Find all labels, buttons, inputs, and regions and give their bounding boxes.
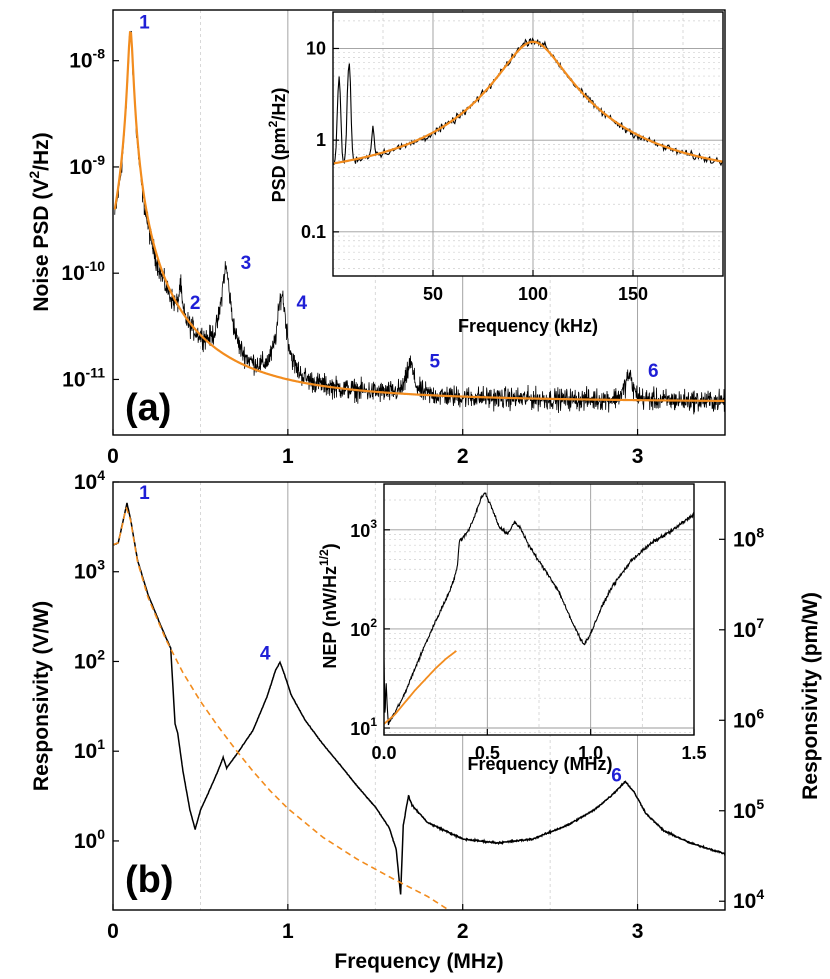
y-tick-label: 102 <box>350 616 377 640</box>
inset-a-gridlines <box>333 12 723 276</box>
inset-a-series-fit <box>333 40 723 165</box>
inset-b-ticks: 0.0 0.5 1.0 1.5 101 102 103 <box>350 517 706 763</box>
y-tick-label: 100 <box>74 826 105 853</box>
panel-b-peak-labels: 1 4 6 <box>139 483 622 787</box>
panel-a-series <box>113 30 725 415</box>
panel-a-frame <box>112 9 726 436</box>
y-tick-label: 10-11 <box>62 364 105 391</box>
y-right-tick-label: 108 <box>733 524 764 551</box>
panel-b-series <box>113 502 725 910</box>
inset-b-series <box>384 492 694 726</box>
peak-label-4: 4 <box>260 644 271 665</box>
panel-b: 0 1 2 3 100 101 102 103 104 104 105 106 107 108 1 4 6 (… <box>30 467 822 973</box>
x-tick-label: 1 <box>282 920 294 943</box>
y-tick-label: 0.1 <box>301 222 326 242</box>
x-tick-label: 0 <box>107 920 119 943</box>
panel-a-peak-labels: 1 2 3 4 5 6 <box>139 13 658 382</box>
x-tick-label: 1 <box>282 445 294 468</box>
x-tick-label: 1.0 <box>578 743 603 763</box>
panel-a-ticks: 0 1 2 3 10-11 10-10 10-9 10-8 <box>61 46 643 468</box>
peak-label-2: 2 <box>190 293 201 314</box>
series-model <box>113 506 450 910</box>
inset-b-frame <box>383 483 695 736</box>
y-right-tick-label: 107 <box>733 615 764 642</box>
inset-b-ylabel: NEP (nW/Hz1/2) <box>317 543 340 668</box>
x-tick-label: 2 <box>457 920 469 943</box>
inset-a-ylabel: PSD (pm2/Hz) <box>266 88 289 203</box>
series-fit <box>113 30 725 403</box>
y-tick-label: 103 <box>350 517 377 541</box>
y-tick-label: 101 <box>74 736 105 763</box>
x-tick-label: 3 <box>632 445 644 468</box>
inset-a-series <box>333 37 723 167</box>
x-tick-label: 50 <box>423 284 443 304</box>
y-tick-label: 1 <box>316 130 326 150</box>
inset-b-xlabel: Frequency (MHz) <box>467 754 612 774</box>
panel-a-inset: 50 100 150 0.1 1 10 Frequency (kHz) PSD (pm2/… <box>266 11 724 336</box>
series-measured-noise-psd <box>114 30 725 415</box>
inset-b-background <box>384 484 694 735</box>
series-measured-responsivity <box>113 502 725 895</box>
peak-label-6: 6 <box>648 361 659 382</box>
panel-b-ylabel: Responsivity (V/W) <box>30 601 53 791</box>
x-tick-label: 3 <box>632 920 644 943</box>
y-tick-label: 10 <box>306 38 326 58</box>
peak-label-6: 6 <box>611 765 622 786</box>
x-tick-label: 1.5 <box>681 743 706 763</box>
inset-b-series-nep <box>384 492 694 726</box>
x-tick-label: 2 <box>457 445 469 468</box>
panel-b-xlabel: Frequency (MHz) <box>334 950 503 973</box>
peak-label-3: 3 <box>241 253 252 274</box>
x-tick-label: 100 <box>518 284 548 304</box>
inset-a-ticks: 50 100 150 0.1 1 10 <box>301 38 648 304</box>
panel-b-label: (b) <box>125 859 174 901</box>
panel-b-ylabel-right: Responsivity (pm/W) <box>799 592 822 800</box>
panel-a-ylabel: Noise PSD (V2/Hz) <box>26 132 53 311</box>
y-tick-label: 102 <box>74 646 105 673</box>
x-tick-label: 0.0 <box>371 743 396 763</box>
y-tick-label: 10-9 <box>69 152 105 179</box>
panel-b-frame <box>112 481 726 911</box>
x-tick-label: 0.5 <box>475 743 500 763</box>
peak-label-1: 1 <box>139 13 150 34</box>
panel-a: 0 1 2 3 10-11 10-10 10-9 10-8 1 2 3 4 5 6 (a) Noise … <box>26 9 726 468</box>
peak-label-4: 4 <box>297 293 308 314</box>
x-tick-label: 150 <box>618 284 648 304</box>
peak-label-5: 5 <box>429 351 440 372</box>
panel-b-ticks: 0 1 2 3 100 101 102 103 104 104 105 106 107 108 <box>74 467 765 943</box>
inset-a-xlabel: Frequency (kHz) <box>458 316 598 336</box>
peak-label-1: 1 <box>139 483 150 504</box>
inset-a-frame <box>332 11 724 277</box>
y-tick-label: 103 <box>74 557 105 584</box>
x-tick-label: 0 <box>107 445 119 468</box>
panel-b-inset: 0.0 0.5 1.0 1.5 101 102 103 Frequency (MHz) NE… <box>317 483 707 774</box>
y-tick-label: 104 <box>74 467 105 494</box>
inset-b-series-fit <box>384 650 457 725</box>
y-right-tick-label: 105 <box>733 796 764 823</box>
y-tick-label: 10-10 <box>61 258 105 285</box>
y-tick-label: 101 <box>350 715 377 739</box>
y-tick-label: 10-8 <box>69 46 105 73</box>
panel-a-label: (a) <box>125 387 171 429</box>
y-right-tick-label: 104 <box>733 886 764 913</box>
y-right-tick-label: 106 <box>733 705 764 732</box>
